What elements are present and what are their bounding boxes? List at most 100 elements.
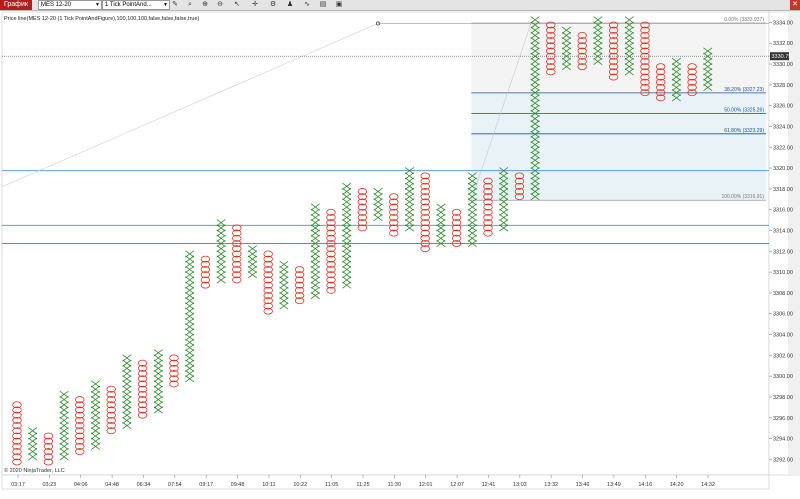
y-tick-label: 3330.00 — [773, 62, 793, 68]
screenshot-icon[interactable]: ▣ — [335, 1, 343, 8]
fib-level-label: 0.00% (3333.937) — [724, 17, 764, 23]
o-box — [451, 234, 462, 242]
bars-type-selector[interactable]: 1 Tick PointAnd... ▼ — [102, 0, 170, 10]
o-box — [169, 364, 179, 372]
o-box — [514, 172, 525, 180]
x-box — [530, 135, 540, 143]
x-tick-label: 07:54 — [168, 482, 182, 488]
x-box — [499, 224, 509, 232]
instrument-selector[interactable]: MES 12-20 ▼ — [38, 0, 102, 10]
drawing-tools-icon[interactable]: ✎ — [172, 1, 178, 8]
o-box — [294, 292, 305, 299]
x-box — [185, 281, 195, 289]
x-box — [342, 239, 352, 248]
x-box — [28, 427, 38, 435]
o-box — [656, 63, 666, 71]
chart-tab[interactable]: График — [0, 0, 32, 10]
o-box — [43, 432, 54, 440]
x-box — [216, 239, 226, 248]
o-box — [106, 396, 116, 403]
o-box — [483, 203, 493, 211]
crosshair-icon[interactable]: ✛ — [252, 1, 258, 8]
x-box — [90, 401, 101, 409]
x-box — [122, 385, 132, 393]
o-column — [577, 31, 587, 71]
x-box — [310, 213, 320, 222]
x-box — [310, 255, 320, 263]
o-box — [200, 260, 211, 268]
x-box — [624, 21, 634, 29]
x-tick-label: 09:48 — [231, 482, 245, 488]
o-box — [326, 250, 336, 258]
o-box — [294, 266, 305, 273]
o-box — [546, 37, 556, 45]
strategies-icon[interactable]: ♟ — [286, 1, 294, 8]
cursor-icon[interactable]: ↖ — [234, 1, 240, 8]
properties-icon[interactable]: ⚙ — [269, 1, 277, 8]
x-box — [499, 193, 509, 201]
x-box — [404, 193, 415, 201]
x-box — [624, 63, 634, 71]
o-box — [640, 31, 650, 39]
magnify-icon[interactable]: ⌕ — [188, 1, 192, 8]
o-column — [12, 401, 22, 466]
x-box — [310, 208, 320, 216]
x-box — [90, 416, 101, 424]
x-box — [404, 224, 415, 232]
x-box — [624, 52, 634, 60]
x-box — [279, 265, 289, 274]
x-box — [404, 219, 415, 227]
x-tick-label: 11:30 — [388, 482, 401, 488]
templates-icon[interactable]: ▤ — [319, 1, 327, 8]
y-tick-label: 3320.00 — [773, 166, 793, 172]
o-column — [326, 208, 336, 294]
x-box — [310, 260, 320, 268]
fib-level-label: 38.20% (3327.23) — [724, 87, 764, 93]
o-box — [389, 214, 399, 221]
x-box — [185, 307, 195, 315]
x-box — [310, 229, 320, 237]
x-box — [59, 396, 69, 404]
o-box — [420, 177, 430, 185]
x-column — [279, 260, 289, 310]
o-box — [420, 240, 430, 247]
y-tick-label: 3326.00 — [773, 104, 793, 110]
o-box — [656, 89, 666, 97]
y-tick-label: 3310.00 — [773, 270, 793, 276]
o-box — [656, 78, 666, 86]
o-box — [357, 198, 368, 206]
o-box — [326, 260, 336, 268]
x-box — [342, 265, 352, 274]
x-box — [216, 229, 226, 237]
x-box — [59, 401, 69, 409]
x-box — [185, 354, 195, 362]
o-box — [608, 73, 619, 81]
x-box — [310, 271, 320, 279]
fib-zone-upper — [471, 23, 766, 93]
x-box — [279, 271, 289, 279]
close-icon[interactable]: ✕ — [790, 0, 800, 10]
x-box — [122, 375, 132, 383]
x-box — [561, 57, 572, 65]
x-box — [404, 213, 415, 222]
o-box — [357, 214, 368, 221]
x-box — [499, 219, 509, 227]
x-box — [185, 271, 195, 279]
indicators-icon[interactable]: ∿ — [304, 1, 310, 8]
x-column — [404, 167, 415, 232]
x-box — [593, 16, 603, 24]
o-box — [420, 214, 430, 221]
x-box — [90, 385, 101, 393]
o-box — [326, 240, 336, 247]
x-box — [530, 141, 540, 149]
x-box — [185, 328, 195, 336]
x-tick-label: 04:48 — [105, 482, 119, 488]
zoom-out-icon[interactable]: ⊖ — [217, 1, 223, 8]
zoom-in-icon[interactable]: ⊕ — [202, 1, 208, 8]
o-box — [687, 84, 697, 91]
o-box — [12, 458, 22, 466]
o-box — [43, 437, 54, 445]
o-box — [608, 47, 619, 55]
o-box — [420, 188, 430, 195]
